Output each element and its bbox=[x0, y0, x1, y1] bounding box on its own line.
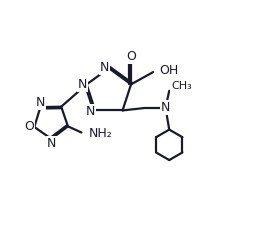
Text: N: N bbox=[161, 102, 170, 115]
Text: N: N bbox=[36, 96, 45, 109]
Text: CH₃: CH₃ bbox=[171, 81, 192, 91]
Text: NH₂: NH₂ bbox=[89, 127, 113, 140]
Text: OH: OH bbox=[159, 64, 179, 77]
Text: O: O bbox=[24, 121, 34, 133]
Text: O: O bbox=[126, 50, 136, 63]
Text: N: N bbox=[86, 105, 95, 118]
Text: N: N bbox=[47, 137, 56, 150]
Text: N: N bbox=[100, 61, 109, 74]
Text: N: N bbox=[78, 78, 87, 91]
